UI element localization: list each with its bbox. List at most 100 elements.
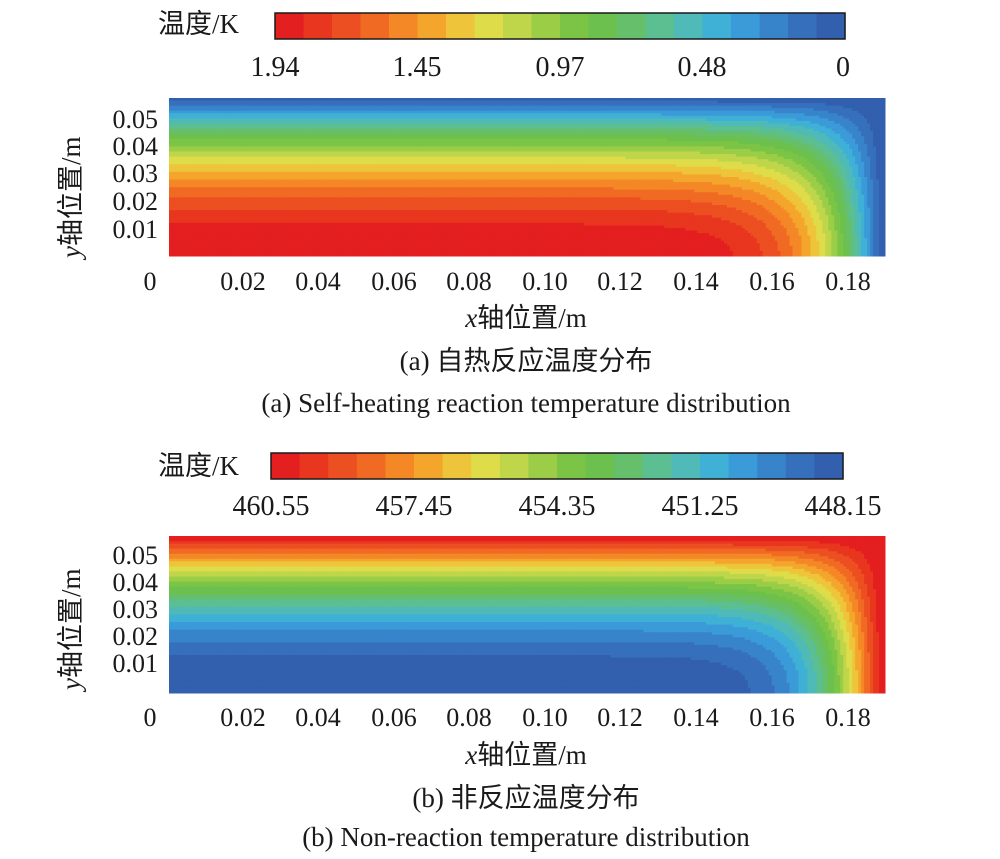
- colorbar-cell: [356, 453, 386, 479]
- colorbar-cell: [471, 453, 501, 479]
- colorbar-tick-label: 457.45: [376, 493, 453, 521]
- colorbar-cell: [275, 13, 305, 39]
- colorbar-cell: [299, 453, 329, 479]
- x-tick-label: 0.02: [220, 705, 266, 731]
- x-tick-label: 0.14: [673, 705, 719, 731]
- x-axis-label: x轴位置/m: [465, 305, 587, 332]
- caption-chinese: (b) 非反应温度分布: [412, 783, 639, 813]
- colorbar-tick-label: 451.25: [662, 493, 739, 521]
- colorbar-tick-label: 448.15: [805, 493, 882, 521]
- y-tick-label: 0.03: [88, 161, 159, 187]
- colorbar-cell: [759, 13, 789, 39]
- x-tick-label: 0.12: [597, 269, 643, 295]
- caption-english: (a) Self-heating reaction temperature di…: [261, 388, 790, 418]
- panel-a: 温度/K 1.94 1.45 0.97 0.48 0 y轴位置/m 0.05 0…: [56, 11, 886, 418]
- colorbar-cell: [442, 453, 472, 479]
- y-tick-label: 0.05: [88, 543, 159, 569]
- x-tick-label: 0.08: [446, 705, 492, 731]
- x-tick-label: 0: [144, 705, 157, 731]
- colorbar-cell: [617, 13, 647, 39]
- colorbar-cell: [785, 453, 815, 479]
- colorbar-frame: [270, 452, 844, 480]
- panel-b: 温度/K 460.55 457.45 454.35 451.25 448.15 …: [0, 440, 1000, 859]
- x-tick-label: 0.10: [522, 269, 568, 295]
- colorbar-cell: [389, 13, 419, 39]
- colorbar-cell: [585, 453, 615, 479]
- contour-plot: [169, 536, 886, 694]
- colorbar-cell: [503, 13, 533, 39]
- colorbar-cell: [414, 453, 444, 479]
- colorbar-label: 温度/K: [158, 11, 239, 38]
- caption-english: (b) Non-reaction temperature distributio…: [302, 822, 750, 852]
- x-axis-variable: x: [465, 740, 477, 770]
- colorbar-cell: [328, 453, 358, 479]
- colorbar-cell: [757, 453, 787, 479]
- y-axis-unit: 轴位置/m: [56, 137, 86, 247]
- colorbar-cell: [446, 13, 476, 39]
- colorbar-tick-label: 0: [836, 54, 850, 82]
- y-tick-label: 0.01: [88, 217, 159, 243]
- contour-plot: [169, 98, 886, 257]
- x-tick-label: 0.08: [446, 269, 492, 295]
- colorbar-cell: [816, 13, 846, 39]
- y-tick-label: 0.05: [88, 107, 159, 133]
- colorbar-cell: [417, 13, 447, 39]
- x-tick-label: 0.16: [749, 269, 795, 295]
- colorbar-cell: [731, 13, 761, 39]
- colorbar-cell: [474, 13, 504, 39]
- x-axis-label: x轴位置/m: [465, 742, 587, 769]
- colorbar-tick-label: 460.55: [233, 493, 310, 521]
- y-axis-unit: 轴位置/m: [56, 569, 86, 679]
- y-axis-label: y轴位置/m: [56, 137, 86, 259]
- y-tick-label: 0.02: [88, 189, 159, 215]
- colorbar-tick-label: 0.48: [678, 54, 727, 82]
- x-tick-label: 0.06: [371, 705, 417, 731]
- colorbar-cell: [788, 13, 818, 39]
- colorbar-cell: [814, 453, 844, 479]
- colorbar-label: 温度/K: [158, 453, 239, 480]
- y-tick-label: 0.01: [88, 651, 159, 677]
- colorbar-tick-label: 0.97: [536, 54, 585, 82]
- colorbar-cell: [303, 13, 333, 39]
- x-tick-label: 0.16: [749, 705, 795, 731]
- y-axis-variable: y: [56, 678, 86, 690]
- colorbar-tick-label: 454.35: [519, 493, 596, 521]
- x-tick-label: 0.06: [371, 269, 417, 295]
- x-tick-label: 0.18: [825, 269, 871, 295]
- colorbar-cell: [560, 13, 590, 39]
- x-tick-label: 0.04: [295, 705, 341, 731]
- colorbar-cell: [528, 453, 558, 479]
- y-tick-label: 0.03: [88, 597, 159, 623]
- x-tick-label: 0.04: [295, 269, 341, 295]
- x-tick-label: 0.14: [673, 269, 719, 295]
- colorbar-cell: [614, 453, 644, 479]
- colorbar-cell: [588, 13, 618, 39]
- y-tick-label: 0.04: [88, 134, 159, 160]
- x-axis-unit: 轴位置/m: [477, 740, 587, 770]
- x-tick-label: 0: [144, 269, 157, 295]
- y-tick-label: 0.04: [88, 570, 159, 596]
- colorbar-frame: [274, 12, 846, 40]
- colorbar-cell: [645, 13, 675, 39]
- colorbar-cell: [700, 453, 730, 479]
- colorbar: [270, 452, 844, 480]
- colorbar-cell: [531, 13, 561, 39]
- y-axis-variable: y: [56, 246, 86, 258]
- x-axis-variable: x: [465, 303, 477, 333]
- colorbar-cell: [385, 453, 415, 479]
- y-axis-label: y轴位置/m: [56, 569, 86, 691]
- colorbar-cell: [671, 453, 701, 479]
- colorbar: [274, 12, 846, 40]
- x-axis-unit: 轴位置/m: [477, 303, 587, 333]
- colorbar-cell: [702, 13, 732, 39]
- y-tick-label: 0.02: [88, 624, 159, 650]
- colorbar-cell: [271, 453, 301, 479]
- x-tick-label: 0.18: [825, 705, 871, 731]
- colorbar-cell: [360, 13, 390, 39]
- colorbar-tick-label: 1.45: [393, 54, 442, 82]
- colorbar-cell: [674, 13, 704, 39]
- colorbar-cell: [728, 453, 758, 479]
- colorbar-cell: [499, 453, 529, 479]
- colorbar-cell: [642, 453, 672, 479]
- x-tick-label: 0.10: [522, 705, 568, 731]
